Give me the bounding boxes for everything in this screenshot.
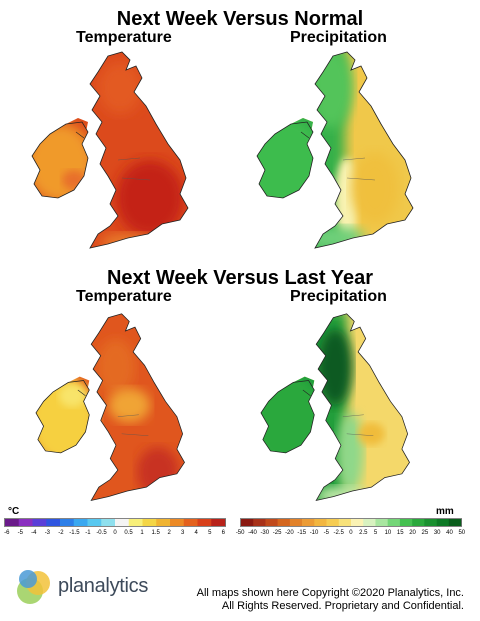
temp-tick-label: 0 bbox=[113, 530, 117, 536]
temp-swatch bbox=[128, 519, 143, 526]
temp-swatch bbox=[183, 519, 198, 526]
precip-tick-label: 50 bbox=[458, 530, 466, 536]
precip-swatch bbox=[363, 519, 376, 526]
precip-tick-label: -25 bbox=[272, 530, 282, 536]
precip-tick-label: -15 bbox=[297, 530, 307, 536]
temp-swatch bbox=[156, 519, 171, 526]
temp-scale-border bbox=[4, 518, 226, 527]
temp-swatch bbox=[18, 519, 33, 526]
temp-swatch bbox=[46, 519, 61, 526]
temp-swatch bbox=[73, 519, 88, 526]
precip-swatch bbox=[253, 519, 266, 526]
precip-swatch bbox=[289, 519, 303, 526]
temp-swatch bbox=[170, 519, 185, 526]
precip-swatch bbox=[338, 519, 352, 526]
temp-tick-label: 4 bbox=[194, 530, 198, 536]
temp-tick-label: 1 bbox=[140, 530, 144, 536]
temp-tick-label: -2 bbox=[58, 530, 64, 536]
precip-swatch bbox=[436, 519, 450, 526]
precip-tick-label: -10 bbox=[309, 530, 319, 536]
precip-tick-label: 30 bbox=[433, 530, 441, 536]
precip-tick-label: 0 bbox=[349, 530, 353, 536]
temp-tick-label: 2 bbox=[167, 530, 171, 536]
precip-tick-label: -30 bbox=[260, 530, 270, 536]
map-precipitation-vs-last-year bbox=[260, 313, 410, 501]
temp-tick-label: -1 bbox=[85, 530, 91, 536]
planalytics-wordmark: planalytics bbox=[58, 575, 149, 597]
precip-swatch bbox=[424, 519, 437, 526]
temp-tick-label: 3 bbox=[181, 530, 185, 536]
precip-tick-label: 10 bbox=[384, 530, 392, 536]
temp-swatch bbox=[5, 519, 20, 526]
precip-swatch bbox=[399, 519, 413, 526]
top-precipitation-label: Precipitation bbox=[290, 29, 387, 46]
precip-swatch bbox=[375, 519, 388, 526]
temp-color-scale bbox=[4, 518, 226, 527]
temp-tick-label: -4 bbox=[31, 530, 37, 536]
temp-swatch bbox=[87, 519, 102, 526]
precip-tick-label: -20 bbox=[285, 530, 294, 536]
temp-tick-label: -3 bbox=[44, 530, 51, 536]
precip-swatch bbox=[265, 519, 278, 526]
temp-swatch bbox=[60, 519, 75, 526]
bottom-precipitation-label: Precipitation bbox=[290, 288, 387, 305]
precip-tick-label: 20 bbox=[409, 530, 416, 536]
map-temperature-vs-last-year bbox=[35, 313, 185, 501]
precip-swatch bbox=[302, 519, 315, 526]
precip-swatch bbox=[314, 519, 327, 526]
copyright-notice: All maps shown here Copyright ©2020 Plan… bbox=[197, 587, 464, 613]
temp-scale-ticks: -6 -5 -4 -3 -2 -1.5 -1 -0.5 0 0.5 1 1.5 2 3 4 5 6 bbox=[0, 529, 230, 537]
map-precipitation-vs-normal bbox=[256, 51, 414, 249]
precip-tick-label: -50 bbox=[235, 530, 245, 536]
precip-swatch bbox=[412, 519, 425, 526]
precip-swatch bbox=[326, 519, 340, 526]
temp-tick-label: -5 bbox=[17, 530, 23, 536]
precip-color-scale bbox=[240, 518, 462, 527]
planalytics-logo: planalytics bbox=[14, 565, 174, 605]
planalytics-logo-icon bbox=[17, 570, 50, 604]
precip-swatch bbox=[351, 519, 364, 526]
temp-tick-label: 5 bbox=[208, 530, 212, 536]
copyright-line-1: All maps shown here Copyright ©2020 Plan… bbox=[196, 587, 464, 599]
precip-tick-label: -2.5 bbox=[333, 530, 344, 536]
temp-swatch bbox=[142, 519, 157, 526]
copyright-line-2: All Rights Reserved. Proprietary and Con… bbox=[221, 600, 464, 612]
temp-swatch bbox=[101, 519, 116, 526]
temp-swatch bbox=[32, 519, 47, 526]
bottom-section-title: Next Week Versus Last Year bbox=[106, 267, 374, 289]
top-section-title: Next Week Versus Normal bbox=[116, 8, 364, 30]
precip-swatch bbox=[387, 519, 401, 526]
precip-scale-ticks: -50 -40 -30 -25 -20 -15 -10 -5 -2.5 0 2.5 5 10 15 20 25… bbox=[234, 529, 468, 537]
temp-swatch bbox=[197, 519, 212, 526]
precip-legend-unit: mm bbox=[436, 506, 454, 517]
precip-scale-border bbox=[240, 518, 462, 527]
temp-tick-label: 1.5 bbox=[151, 530, 160, 536]
precip-tick-label: 15 bbox=[396, 530, 404, 536]
precip-tick-label: 2.5 bbox=[359, 530, 368, 536]
precip-tick-label: -5 bbox=[323, 530, 330, 536]
precip-tick-label: -40 bbox=[248, 530, 257, 536]
temp-swatch bbox=[211, 519, 226, 526]
precip-swatch bbox=[241, 519, 254, 526]
temp-tick-label: 0.5 bbox=[124, 530, 133, 536]
precip-swatch bbox=[448, 519, 462, 526]
bottom-temperature-label: Temperature bbox=[76, 288, 172, 305]
precip-tick-label: 40 bbox=[446, 530, 453, 536]
temp-legend-unit: °C bbox=[8, 506, 20, 517]
top-temperature-label: Temperature bbox=[76, 29, 172, 46]
temp-tick-label: -6 bbox=[4, 530, 10, 536]
precip-tick-label: 25 bbox=[421, 530, 429, 536]
precip-tick-label: 5 bbox=[373, 530, 378, 536]
temp-tick-label: -1.5 bbox=[69, 530, 80, 536]
temp-tick-label: 6 bbox=[221, 530, 225, 536]
temp-swatch bbox=[115, 519, 130, 526]
map-temperature-vs-normal bbox=[31, 51, 189, 249]
temp-tick-label: -0.5 bbox=[96, 530, 107, 536]
precip-swatch bbox=[277, 519, 291, 526]
